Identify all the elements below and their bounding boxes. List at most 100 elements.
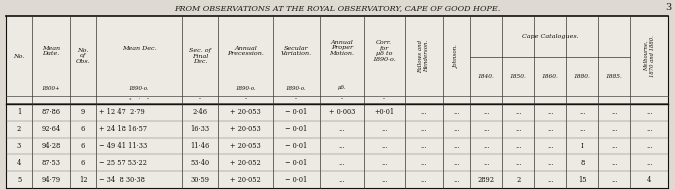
Text: Melbourne,
1870 and 1880.: Melbourne, 1870 and 1880.	[644, 35, 655, 77]
Text: − 25 57 53·22: − 25 57 53·22	[99, 159, 147, 167]
Text: 1850.: 1850.	[510, 74, 526, 79]
Text: ...: ...	[339, 142, 345, 150]
Text: ...: ...	[547, 176, 554, 184]
Text: No.
of
Obs.: No. of Obs.	[76, 48, 90, 64]
Text: − 0·01: − 0·01	[285, 108, 307, 116]
Text: + 20·053: + 20·053	[230, 108, 261, 116]
Text: ...: ...	[454, 142, 460, 150]
Text: + 20·052: + 20·052	[230, 159, 261, 167]
Text: − 0·01: − 0·01	[285, 176, 307, 184]
Text: Annual
Proper
Motion.: Annual Proper Motion.	[329, 40, 354, 56]
Text: ″: ″	[244, 97, 246, 102]
Text: +0·01: +0·01	[374, 108, 394, 116]
Text: Johnson.: Johnson.	[454, 44, 459, 68]
Text: − 0·01: − 0·01	[285, 125, 307, 133]
Text: ...: ...	[483, 159, 489, 167]
Text: + 24 18 16·57: + 24 18 16·57	[99, 125, 147, 133]
Text: − 49 41 11·33: − 49 41 11·33	[99, 142, 147, 150]
Text: ...: ...	[339, 176, 345, 184]
Text: ...: ...	[547, 125, 554, 133]
Text: Sec. of
Final
Dec.: Sec. of Final Dec.	[189, 48, 211, 64]
Text: ″: ″	[295, 97, 297, 102]
Text: FROM OBSERVATIONS AT THE ROYAL OBSERVATORY, CAPE OF GOOD HOPE.: FROM OBSERVATIONS AT THE ROYAL OBSERVATO…	[174, 4, 500, 12]
Text: ...: ...	[454, 125, 460, 133]
Text: + 20·053: + 20·053	[230, 142, 261, 150]
Text: + 20·052: + 20·052	[230, 176, 261, 184]
Text: ...: ...	[454, 108, 460, 116]
Text: − 0·01: − 0·01	[285, 159, 307, 167]
Text: ...: ...	[547, 108, 554, 116]
Text: ...: ...	[421, 125, 427, 133]
Text: ...: ...	[547, 142, 554, 150]
Text: ...: ...	[515, 142, 522, 150]
Text: ...: ...	[454, 176, 460, 184]
Text: ...: ...	[611, 108, 618, 116]
Text: Mean
Date.: Mean Date.	[42, 46, 60, 56]
Text: ...: ...	[421, 176, 427, 184]
Text: ...: ...	[421, 142, 427, 150]
Text: 3: 3	[17, 142, 21, 150]
Text: − 0·01: − 0·01	[285, 142, 307, 150]
Text: ...: ...	[611, 142, 618, 150]
Text: ...: ...	[611, 159, 618, 167]
Text: 87·86: 87·86	[42, 108, 61, 116]
Text: ...: ...	[339, 125, 345, 133]
Text: 8: 8	[580, 159, 585, 167]
Text: 1885.: 1885.	[605, 74, 622, 79]
Text: ...: ...	[515, 108, 522, 116]
Text: ...: ...	[421, 159, 427, 167]
Text: 11·46: 11·46	[190, 142, 210, 150]
Text: ...: ...	[339, 159, 345, 167]
Text: 12: 12	[79, 176, 87, 184]
Text: Fallows and
Henderson.: Fallows and Henderson.	[418, 40, 429, 73]
Text: ...: ...	[646, 142, 652, 150]
Text: + 12 47  2·79: + 12 47 2·79	[99, 108, 145, 116]
Text: ...: ...	[421, 108, 427, 116]
Text: 4: 4	[17, 159, 22, 167]
Text: 2: 2	[17, 125, 21, 133]
Text: 30·59: 30·59	[190, 176, 209, 184]
Text: I: I	[581, 142, 584, 150]
Text: 92·64: 92·64	[41, 125, 61, 133]
Text: 5: 5	[17, 176, 21, 184]
Text: ...: ...	[547, 159, 554, 167]
Text: 1840.: 1840.	[478, 74, 495, 79]
Text: °    ′    ″: ° ′ ″	[129, 97, 149, 102]
Text: 6: 6	[81, 142, 85, 150]
Text: 6: 6	[81, 125, 85, 133]
Text: ...: ...	[483, 142, 489, 150]
Text: ...: ...	[579, 108, 585, 116]
Text: ...: ...	[611, 125, 618, 133]
Text: Corr.
for
μδ to
1890·o.: Corr. for μδ to 1890·o.	[373, 40, 396, 62]
Text: ...: ...	[381, 159, 387, 167]
Text: Secular
Variation.: Secular Variation.	[281, 46, 312, 56]
Text: ...: ...	[381, 142, 387, 150]
Text: 1890·o.: 1890·o.	[286, 86, 306, 90]
Text: ...: ...	[483, 125, 489, 133]
Text: Mean Dec.: Mean Dec.	[122, 45, 157, 51]
Text: 2892: 2892	[478, 176, 495, 184]
Text: ...: ...	[454, 159, 460, 167]
Text: ″: ″	[383, 97, 385, 102]
Text: 1890·o.: 1890·o.	[235, 86, 256, 90]
Text: 53·40: 53·40	[190, 159, 209, 167]
Text: 94·28: 94·28	[41, 142, 61, 150]
Text: 1890·o.: 1890·o.	[129, 86, 149, 90]
Text: 4: 4	[647, 176, 651, 184]
Text: No.: No.	[14, 54, 25, 59]
Text: ...: ...	[646, 108, 652, 116]
Text: + 0·003: + 0·003	[329, 108, 355, 116]
Text: 6: 6	[81, 159, 85, 167]
Text: − 34  8 30·38: − 34 8 30·38	[99, 176, 145, 184]
Text: 1800+: 1800+	[42, 86, 60, 90]
Text: 1860.: 1860.	[542, 74, 559, 79]
Text: 2: 2	[516, 176, 520, 184]
Text: 1: 1	[17, 108, 21, 116]
Text: 16·33: 16·33	[190, 125, 209, 133]
Text: ″: ″	[341, 97, 343, 102]
Text: ...: ...	[611, 176, 618, 184]
Text: ...: ...	[515, 125, 522, 133]
Text: Annual
Precession.: Annual Precession.	[227, 46, 264, 56]
Text: ...: ...	[381, 125, 387, 133]
Text: 94·79: 94·79	[41, 176, 61, 184]
